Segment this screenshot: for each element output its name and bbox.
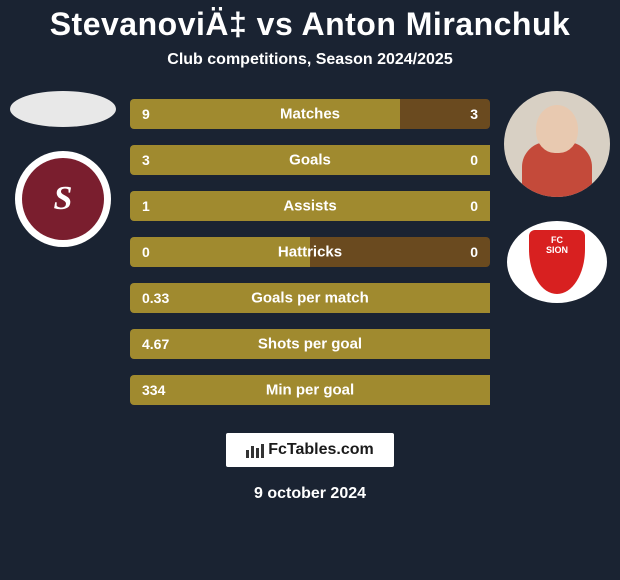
player-left-avatar [10, 91, 116, 127]
stat-value-right: 0 [470, 198, 478, 214]
stat-value-left: 334 [142, 382, 165, 398]
stat-label: Goals per match [251, 290, 369, 307]
chart-icon [246, 442, 264, 458]
subtitle: Club competitions, Season 2024/2025 [167, 51, 452, 69]
stat-value-right: 3 [470, 106, 478, 122]
stat-label: Hattricks [278, 244, 342, 261]
page-title: StevanoviÄ‡ vs Anton Miranchuk [50, 6, 571, 43]
stat-label: Goals [289, 152, 331, 169]
stat-label: Matches [280, 106, 340, 123]
stat-row: 4.67 Shots per goal [130, 329, 490, 359]
club-left-logo: S [15, 151, 111, 247]
footer-brand: FcTables.com [226, 433, 394, 467]
stat-value-left: 0 [142, 244, 150, 260]
stats-bars: 9 3 Matches 3 0 Goals 1 0 Assists 0 0 Hattricks 0.33… [130, 99, 490, 405]
stat-row: 0.33 Goals per match [130, 283, 490, 313]
stat-label: Shots per goal [258, 336, 362, 353]
player-right-avatar [504, 91, 610, 197]
stat-value-left: 9 [142, 106, 150, 122]
sion-text-icon: FCSION [546, 236, 568, 256]
stat-value-left: 1 [142, 198, 150, 214]
stat-row: 9 3 Matches [130, 99, 490, 129]
club-right-logo: FCSION [507, 221, 607, 303]
stat-value-left: 4.67 [142, 336, 169, 352]
footer-brand-text: FcTables.com [268, 441, 374, 459]
stat-row: 3 0 Goals [130, 145, 490, 175]
stat-value-left: 0.33 [142, 290, 169, 306]
stat-row: 0 0 Hattricks [130, 237, 490, 267]
right-player-column: FCSION [502, 91, 612, 303]
stat-label: Assists [283, 198, 336, 215]
stat-row: 1 0 Assists [130, 191, 490, 221]
servette-badge: S [22, 158, 104, 240]
stats-area: S FCSION 9 3 Matches 3 0 Goals 1 0 Assists 0 0 Hatt… [0, 99, 620, 405]
sion-badge: FCSION [529, 230, 585, 294]
stat-label: Min per goal [266, 382, 354, 399]
stat-value-left: 3 [142, 152, 150, 168]
stat-value-right: 0 [470, 152, 478, 168]
stat-value-right: 0 [470, 244, 478, 260]
servette-s-icon: S [54, 180, 73, 218]
date-label: 9 october 2024 [254, 485, 366, 503]
bar-left [130, 99, 400, 129]
left-player-column: S [8, 91, 118, 247]
stat-row: 334 Min per goal [130, 375, 490, 405]
